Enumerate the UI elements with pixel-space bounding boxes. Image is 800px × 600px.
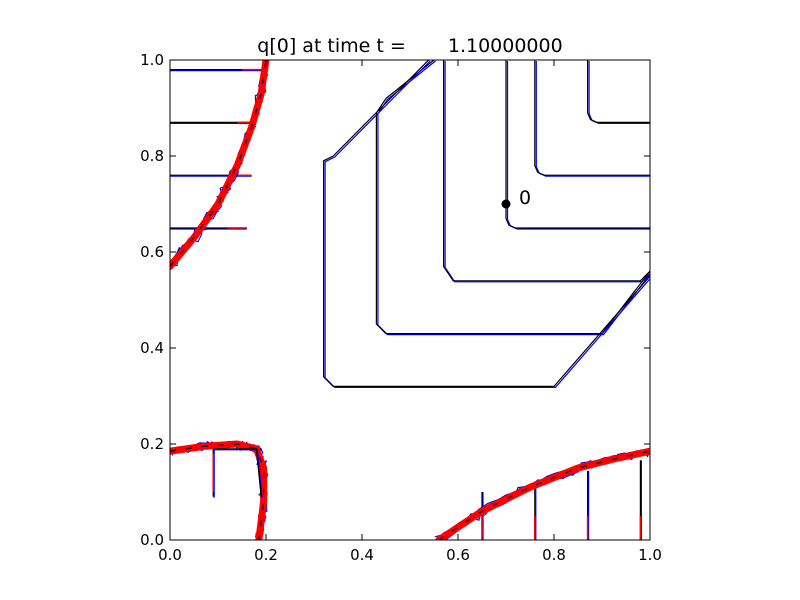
plot-area	[170, 60, 650, 540]
contour-black-5	[323, 60, 650, 387]
inner-box-blue	[213, 449, 263, 498]
front-top-left-black	[170, 60, 267, 267]
front-bottom-right-black	[438, 450, 650, 540]
x-tick-label-2: 0.4	[350, 546, 374, 564]
chart-title: q[0] at time t = 1.10000000	[257, 35, 562, 57]
contour-curves	[170, 60, 650, 540]
marker-point	[501, 199, 511, 209]
y-tick-label-1: 0.2	[140, 435, 164, 453]
x-tick-label-5: 1.0	[638, 546, 662, 564]
contour-black-0	[505, 60, 650, 229]
axes: 0.0 0.2 0.4 0.6 0.8 1.0 0.0 0.2 0.4 0.6 0.8 1.0	[140, 51, 662, 564]
chart-title-prefix: q[0] at time t =	[257, 35, 406, 57]
y-tick-label-5: 1.0	[140, 51, 164, 69]
y-tick-label-3: 0.6	[140, 243, 164, 261]
y-tick-label-0: 0.0	[140, 531, 164, 549]
front-bottom-left-black	[170, 443, 265, 540]
x-tick-label-0: 0.0	[158, 546, 182, 564]
contour-blue-3	[444, 61, 650, 283]
contour-black-3	[443, 60, 650, 282]
y-tick-label-2: 0.4	[140, 339, 164, 357]
x-tick-label-1: 0.2	[254, 546, 278, 564]
y-tick-label-4: 0.8	[140, 147, 164, 165]
axes-frame	[169, 59, 651, 541]
chart-title-value: 1.10000000	[448, 35, 563, 57]
marker-label: 0	[519, 187, 531, 209]
x-tick-label-4: 0.8	[542, 546, 566, 564]
marker-layer: 0	[501, 187, 531, 209]
contour-black-2	[587, 60, 650, 123]
contour-black-1	[534, 60, 650, 176]
x-tick-label-3: 0.6	[446, 546, 470, 564]
